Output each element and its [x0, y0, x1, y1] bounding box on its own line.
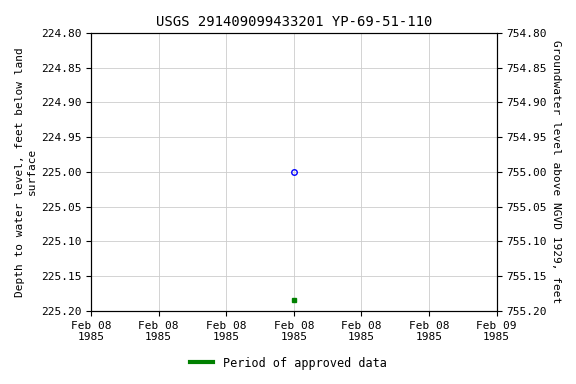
- Legend: Period of approved data: Period of approved data: [185, 352, 391, 374]
- Title: USGS 291409099433201 YP-69-51-110: USGS 291409099433201 YP-69-51-110: [156, 15, 432, 29]
- Y-axis label: Groundwater level above NGVD 1929, feet: Groundwater level above NGVD 1929, feet: [551, 40, 561, 303]
- Y-axis label: Depth to water level, feet below land
surface: Depth to water level, feet below land su…: [15, 47, 37, 297]
